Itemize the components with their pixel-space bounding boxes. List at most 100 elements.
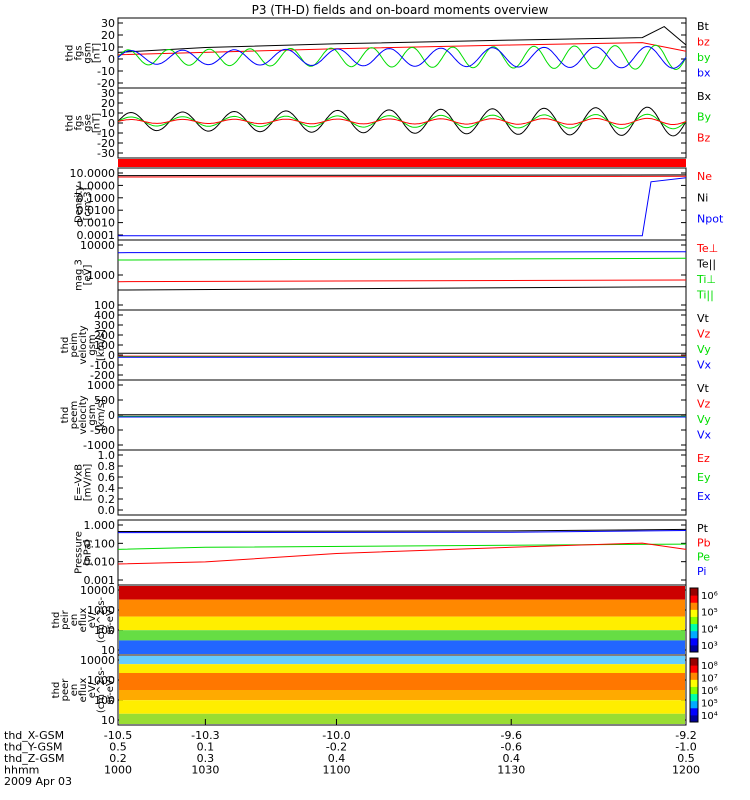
y-tick-label: -200 <box>90 369 115 382</box>
y-axis-label-line: peir <box>60 609 71 629</box>
date-label: 2009 Apr 03 <box>4 775 72 788</box>
y-axis-label-line: mag 3 <box>74 259 85 291</box>
y-tick-label: 0.1000 <box>77 192 116 205</box>
y-tick-label: 10 <box>101 41 115 54</box>
y-axis-label-line: fgs <box>74 115 85 130</box>
y-tick-label: 10 <box>101 107 115 120</box>
colorbar-tick-label: 10⁴ <box>701 624 718 635</box>
y-tick-label: -1000 <box>83 439 115 452</box>
y-tick-label: 0.6 <box>98 471 116 484</box>
legend-bx: bx <box>697 67 711 80</box>
legend-Vz: Vz <box>697 328 711 341</box>
x-row-value: 1200 <box>672 764 700 777</box>
y-tick-label: 0.0100 <box>77 204 116 217</box>
panel-frame <box>117 309 687 381</box>
x-row-value: 1130 <box>497 764 525 777</box>
series-Te|| <box>117 286 687 291</box>
panel-temperature: mag 3[eV] 10000 1000 100 Te⊥ Te|| Ti⊥ Ti|| <box>74 239 719 312</box>
y-axis-label-line: eflux <box>78 608 89 633</box>
series-Ni <box>117 174 687 177</box>
legend-Vx: Vx <box>697 359 712 372</box>
colorbar-step <box>690 665 698 673</box>
plot-title: P3 (TH-D) fields and on-board moments ov… <box>252 3 549 17</box>
colorbar-tick-label: 10⁵ <box>701 699 718 710</box>
y-axis-label-line: fgs <box>74 45 85 60</box>
spectrogram-band <box>119 664 685 673</box>
y-tick-label: 0.0 <box>98 504 116 517</box>
y-axis-label-line: thd <box>51 612 62 629</box>
y-tick-label: 1000 <box>87 269 115 282</box>
y-tick-label: -10 <box>97 65 115 78</box>
x-row-value: 1030 <box>191 764 219 777</box>
y-tick-label: 400 <box>94 309 115 322</box>
y-axis-label-line: en <box>69 684 80 697</box>
x-row-value: 0.5 <box>109 741 127 754</box>
y-tick-label: 0.0001 <box>77 229 116 242</box>
spectrogram-band <box>119 599 685 617</box>
x-row-value: -9.6 <box>500 729 521 742</box>
x-row-value: 1100 <box>322 764 350 777</box>
x-row-value: 0.2 <box>109 752 127 765</box>
legend-Npot: Npot <box>697 213 724 226</box>
legend-Ti||: Ti|| <box>696 289 714 302</box>
legend-Ti⊥: Ti⊥ <box>696 273 716 286</box>
y-axis-label: Density[cm-3] <box>74 185 94 223</box>
x-row-value: 0.4 <box>502 752 520 765</box>
y-axis-label-line: peem <box>69 401 80 429</box>
x-row-value: 1000 <box>104 764 132 777</box>
spectrogram-band <box>119 640 685 654</box>
colorbar-step <box>690 616 698 625</box>
y-tick-label: 0 <box>108 53 115 66</box>
y-axis-label-line: velocity <box>78 395 89 434</box>
legend-bz: bz <box>697 36 710 49</box>
legend-Ez: Ez <box>697 452 710 465</box>
spectrogram-band <box>119 586 685 600</box>
series-Bz <box>117 117 687 125</box>
colorbar-step <box>690 623 698 632</box>
y-axis-label-line: eV/ <box>87 611 98 628</box>
panel-frame <box>117 167 687 241</box>
colorbar: 10⁶ 10⁵ 10⁴ 10³ <box>689 587 718 653</box>
colorbar-frame <box>689 587 699 653</box>
series-bx <box>117 46 687 69</box>
legend-Vz: Vz <box>697 398 711 411</box>
y-tick-label: 100 <box>94 624 115 637</box>
y-tick-label: 20 <box>101 97 115 110</box>
y-tick-label: 0 <box>108 117 115 130</box>
y-tick-label: 1000 <box>87 379 115 392</box>
legend-Ey: Ey <box>697 471 711 484</box>
colorbar-tick-label: 10⁷ <box>701 674 718 685</box>
x-row-value: -9.2 <box>675 729 696 742</box>
x-row-value: -0.2 <box>326 741 347 754</box>
x-axis-block: thd_X-GSM -10.5 -10.3 -10.0 -9.6 -9.2 thd_Y-GS… <box>4 719 700 788</box>
legend-Bt: Bt <box>697 20 710 33</box>
panel-density: Density[cm-3]10.00001.00000.10000.01000.… <box>70 167 724 242</box>
colorbar-step <box>690 609 698 617</box>
y-tick-label: 1000 <box>87 604 115 617</box>
y-axis-label-line: sr-eV) <box>105 675 116 704</box>
colorbar-step <box>690 707 698 716</box>
y-tick-label: 500 <box>94 394 115 407</box>
y-tick-label: 20 <box>101 29 115 42</box>
legend-Bx: Bx <box>697 90 712 103</box>
spectrogram-band <box>119 656 685 665</box>
y-tick-label: 0.001 <box>84 574 116 587</box>
quality-bar <box>118 159 686 167</box>
panel-efield: E=-VxB[mV/m] 1.00.80.60.40.20.0 Ez Ey Ex <box>74 449 711 517</box>
y-tick-label: -10 <box>97 127 115 140</box>
y-axis-label: Pressure[nPa] <box>74 531 94 574</box>
panel-frame <box>117 449 687 516</box>
legend-by: by <box>697 51 711 64</box>
legend-Vt: Vt <box>697 312 710 325</box>
x-row-label: thd_Z-GSM <box>4 752 64 765</box>
series-Pt <box>117 528 687 532</box>
colorbar-step <box>690 693 698 702</box>
panel-frame <box>117 654 687 726</box>
colorbar-step <box>690 714 698 723</box>
y-tick-label: 10000 <box>80 654 115 667</box>
spectrogram-band <box>119 673 685 690</box>
x-row-value: -10.0 <box>322 729 350 742</box>
